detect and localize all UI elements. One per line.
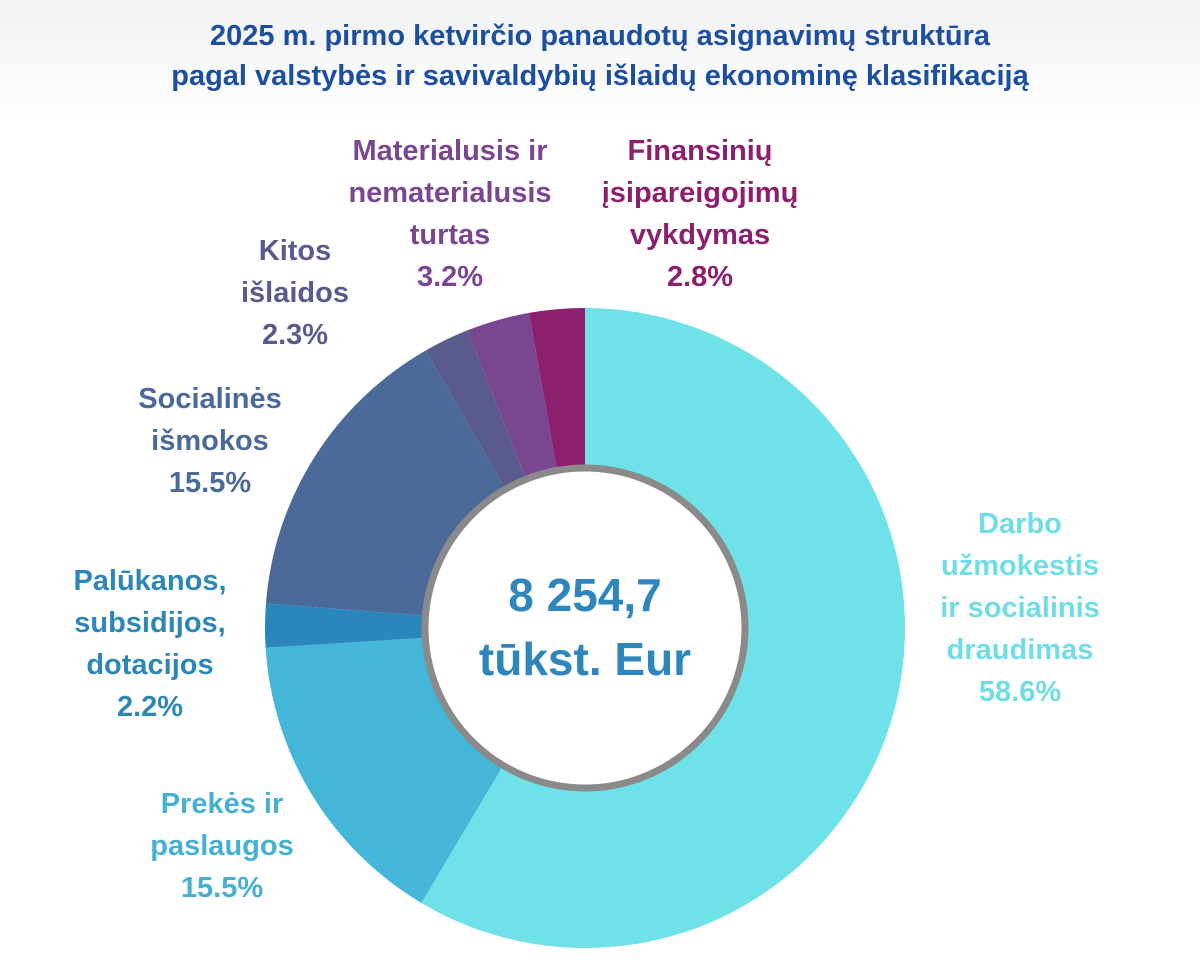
slice-label-2-line-2: paslaugos <box>150 830 294 862</box>
slice-value-label-1: 58.6% <box>978 676 1062 708</box>
slice-label-2-line-1: Prekės ir <box>160 788 284 820</box>
slice-label-1-line-3: ir socialinis <box>940 592 1100 624</box>
slice-value-label-7: 2.8% <box>666 261 734 293</box>
slice-label-1: Darbo užmokestis ir socialinis draudimas 58.… <box>940 503 1100 713</box>
chart-title-line-1: 2025 m. pirmo ketvirčio panaudotų asigna… <box>210 20 990 52</box>
center-total: 8 254,7 tūkst. Eur <box>479 563 691 691</box>
slice-label-5-line-2: išlaidos <box>241 277 349 309</box>
slice-label-5-line-1: Kitos <box>258 235 332 267</box>
slice-label-3-line-2: subsidijos, <box>74 607 226 639</box>
slice-label-4-line-2: išmokos <box>151 425 269 457</box>
slice-label-2: Prekės ir paslaugos 15.5% <box>150 783 293 909</box>
slice-value-label-6: 3.2% <box>416 261 484 293</box>
slice-label-6-line-2: nematerialusis <box>348 177 552 209</box>
center-total-value: 8 254,7 <box>508 569 662 621</box>
slice-label-7-line-3: vykdymas <box>629 219 771 251</box>
slice-label-1-line-2: užmokestis <box>941 550 1099 582</box>
slice-value-label-2: 15.5% <box>180 872 264 904</box>
slice-label-6-line-1: Materialusis ir <box>352 135 548 167</box>
slice-value-label-5: 2.3% <box>261 319 329 351</box>
slice-label-7-line-2: įsipareigojimų <box>601 177 799 209</box>
chart-title-line-2: pagal valstybės ir savivaldybių išlaidų … <box>171 60 1029 92</box>
slice-label-6-line-3: turtas <box>409 219 491 251</box>
slice-label-3-line-3: dotacijos <box>86 649 214 681</box>
slice-label-7: Finansinių įsipareigojimų vykdymas 2.8% <box>602 130 799 298</box>
slice-label-3: Palūkanos, subsidijos, dotacijos 2.2% <box>73 560 226 728</box>
slice-label-5: Kitos išlaidos 2.3% <box>241 230 349 356</box>
slice-label-4-line-1: Socialinės <box>138 383 282 415</box>
slice-label-3-line-1: Palūkanos, <box>73 565 227 597</box>
slice-label-4: Socialinės išmokos 15.5% <box>138 378 281 504</box>
slice-value-label-3: 2.2% <box>116 691 184 723</box>
slice-label-1-line-4: draudimas <box>946 634 1094 666</box>
slice-label-7-line-1: Finansinių <box>627 135 773 167</box>
slice-label-6: Materialusis ir nematerialusis turtas 3.2% <box>348 130 551 298</box>
center-total-unit: tūkst. Eur <box>478 633 692 685</box>
slice-label-1-line-1: Darbo <box>978 508 1062 540</box>
chart-title: 2025 m. pirmo ketvirčio panaudotų asigna… <box>0 16 1200 96</box>
donut-center-hole <box>421 464 749 792</box>
slice-value-label-4: 15.5% <box>168 467 252 499</box>
